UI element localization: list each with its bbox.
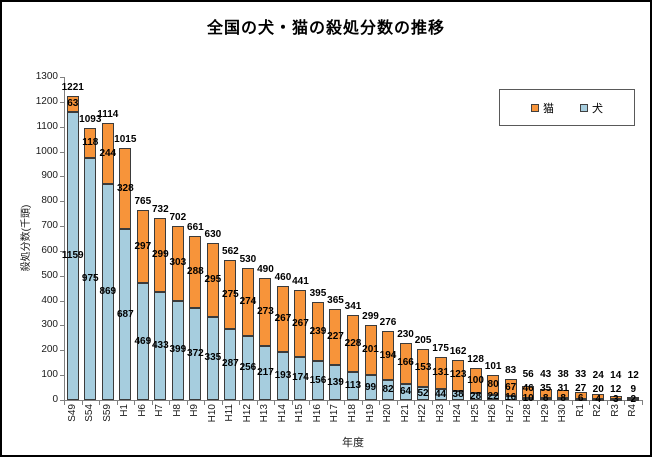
x-axis-tick — [344, 401, 346, 405]
legend-label: 猫 — [543, 102, 554, 115]
x-axis-tick — [81, 401, 83, 405]
x-axis-category-label: H15 — [294, 404, 306, 423]
x-axis-category-label: H9 — [189, 404, 201, 417]
y-axis-tick-label: 1100 — [36, 120, 58, 132]
legend-item-cat: 猫 — [531, 100, 554, 116]
x-axis-tick — [396, 401, 398, 405]
legend-label: 犬 — [592, 102, 603, 115]
x-axis-category-label: H21 — [399, 404, 411, 423]
x-axis-category-label: H12 — [241, 404, 253, 423]
x-axis-category-label: H22 — [417, 404, 429, 423]
x-axis-tick — [589, 401, 591, 405]
x-axis-tick — [379, 401, 381, 405]
y-axis-tick-label: 100 — [41, 369, 58, 381]
x-axis-category-label: H17 — [329, 404, 341, 423]
x-axis-tick — [134, 401, 136, 405]
x-axis-category-label: H13 — [259, 404, 271, 423]
y-axis-tick-label: 1300 — [35, 71, 58, 82]
x-axis-tick — [151, 401, 153, 405]
x-axis-tick — [536, 401, 538, 405]
x-axis-tick — [484, 401, 486, 405]
x-axis-category-label: H25 — [469, 404, 481, 423]
x-axis-tick — [326, 401, 328, 405]
x-axis-category-label: H28 — [522, 404, 534, 423]
y-axis-tick-label: 400 — [41, 294, 58, 306]
x-axis-tick — [99, 401, 101, 405]
x-axis-tick — [291, 401, 293, 405]
x-axis-category-label: H6 — [136, 404, 148, 417]
x-axis-tick — [309, 401, 311, 405]
x-axis-tick — [186, 401, 188, 405]
y-axis-tick-label: 1000 — [35, 145, 58, 157]
x-axis-tick — [571, 401, 573, 405]
legend-item-dog: 犬 — [580, 100, 603, 116]
x-axis-category-label: H20 — [382, 404, 394, 423]
x-axis-tick — [519, 401, 521, 405]
x-axis-category-label: S54 — [84, 404, 96, 422]
x-axis-category-label: H10 — [206, 404, 218, 423]
x-axis-tick — [361, 401, 363, 405]
x-axis-tick — [466, 401, 468, 405]
x-axis-tick — [501, 401, 503, 405]
y-axis-tick-label: 300 — [41, 319, 58, 331]
x-axis-category-label: H26 — [487, 404, 499, 423]
plot-area — [64, 77, 643, 401]
x-axis-category-label: R4 — [627, 404, 639, 417]
x-axis-category-label: S59 — [101, 404, 113, 422]
x-axis-tick — [624, 401, 626, 405]
x-axis-category-label: H16 — [311, 404, 323, 423]
x-axis-tick — [256, 401, 258, 405]
x-axis-category-label: R2 — [592, 404, 604, 417]
cat-color-swatch — [531, 103, 539, 112]
x-axis-category-label: H29 — [539, 404, 551, 423]
x-axis-category-label: H14 — [276, 404, 288, 423]
x-axis-tick — [64, 401, 65, 405]
y-axis-tick-label: 0 — [52, 394, 58, 405]
x-axis-category-label: R1 — [574, 404, 586, 417]
x-axis-category-label: H30 — [557, 404, 569, 423]
x-axis-tick — [116, 401, 118, 405]
x-axis-category-label: H24 — [452, 404, 464, 423]
x-axis-tick — [414, 401, 416, 405]
x-axis-category-label: H11 — [224, 404, 236, 422]
dog-color-swatch — [580, 103, 588, 112]
x-axis-tick — [204, 401, 206, 405]
y-axis-tick-label: 1200 — [35, 95, 58, 107]
x-axis-tick — [169, 401, 171, 405]
x-axis-category-label: S49 — [66, 404, 78, 422]
x-axis-category-label: H7 — [154, 404, 166, 417]
x-axis-category-label: H8 — [171, 404, 183, 417]
x-axis-tick — [642, 401, 643, 405]
x-axis-category-label: H1 — [119, 404, 131, 417]
x-axis-category-label: H19 — [364, 404, 376, 423]
x-axis-tick — [239, 401, 241, 405]
x-axis-category-label: R3 — [609, 404, 621, 417]
legend: 猫犬 — [499, 89, 635, 126]
x-axis-tick — [431, 401, 433, 405]
y-axis-tick-label: 200 — [41, 344, 58, 356]
y-axis-tick-label: 900 — [41, 170, 58, 182]
chart-title: 全国の犬・猫の殺処分数の推移 — [206, 20, 445, 37]
x-axis-title: 年度 — [342, 437, 364, 449]
x-axis-tick — [606, 401, 608, 405]
x-axis-tick — [274, 401, 276, 405]
x-axis-tick — [554, 401, 556, 405]
y-axis-title: 殺処分数(千頭) — [21, 204, 32, 272]
x-axis-category-label: H23 — [434, 404, 446, 423]
x-axis-tick — [221, 401, 223, 405]
x-axis-tick — [449, 401, 451, 405]
x-axis-category-label: H18 — [347, 404, 358, 423]
x-axis-category-label: H27 — [504, 404, 516, 423]
